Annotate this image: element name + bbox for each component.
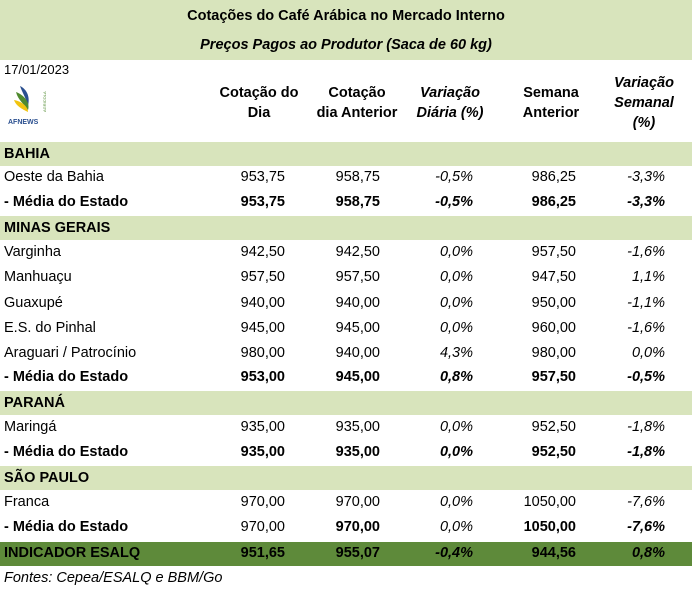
table-row: Manhuaçu 957,50 957,50 0,0% 947,50 1,1%: [4, 269, 665, 285]
table-row: Maringá 935,00 935,00 0,0% 952,50 -1,8%: [4, 419, 665, 435]
state-average-row: - Média do Estado 953,00 945,00 0,8% 957…: [4, 369, 665, 385]
header-cotacao-dia: Cotação do Dia: [219, 85, 299, 121]
table-row: Araguari / Patrocínio 980,00 940,00 4,3%…: [4, 345, 665, 361]
table-row: Franca 970,00 970,00 0,0% 1050,00 -7,6%: [4, 494, 665, 510]
table-subtitle: Preços Pagos ao Produtor (Saca de 60 kg): [200, 37, 492, 53]
table-row: Oeste da Bahia 953,75 958,75 -0,5% 986,2…: [4, 169, 665, 185]
indicator-esalq-row: INDICADOR ESALQ 951,65 955,07 -0,4% 944,…: [0, 542, 692, 566]
header-cotacao-anterior: Cotação dia Anterior: [316, 85, 398, 121]
header-variacao-diaria: Variação Diária (%): [416, 85, 484, 121]
section-bahia: BAHIA: [0, 142, 692, 166]
state-average-row: - Média do Estado 970,00 970,00 0,0% 105…: [4, 519, 665, 535]
logo-side-text: AGRICOLA: [42, 91, 47, 112]
header-semana-anterior: Semana Anterior: [522, 85, 580, 121]
table-title: Cotações do Café Arábica no Mercado Inte…: [187, 8, 505, 24]
header-variacao-semanal: Variação Semanal (%): [614, 75, 674, 131]
table-row: Guaxupé 940,00 940,00 0,0% 950,00 -1,1%: [4, 295, 665, 311]
state-average-row: - Média do Estado 935,00 935,00 0,0% 952…: [4, 444, 665, 460]
section-parana: PARANÁ: [0, 391, 692, 415]
table-row: Varginha 942,50 942,50 0,0% 957,50 -1,6%: [4, 244, 665, 260]
sources-footnote: Fontes: Cepea/ESALQ e BBM/Go: [4, 570, 223, 586]
logo-text: AFNEWS: [8, 119, 39, 126]
section-minas-gerais: MINAS GERAIS: [0, 216, 692, 240]
quote-date: 17/01/2023: [4, 62, 70, 77]
state-average-row: - Média do Estado 953,75 958,75 -0,5% 98…: [4, 194, 665, 210]
table-row: E.S. do Pinhal 945,00 945,00 0,0% 960,00…: [4, 320, 665, 336]
afnews-logo-icon: AFNEWS AGRICOLA: [8, 86, 47, 126]
title-bar: [0, 0, 692, 60]
section-sao-paulo: SÃO PAULO: [0, 466, 692, 490]
